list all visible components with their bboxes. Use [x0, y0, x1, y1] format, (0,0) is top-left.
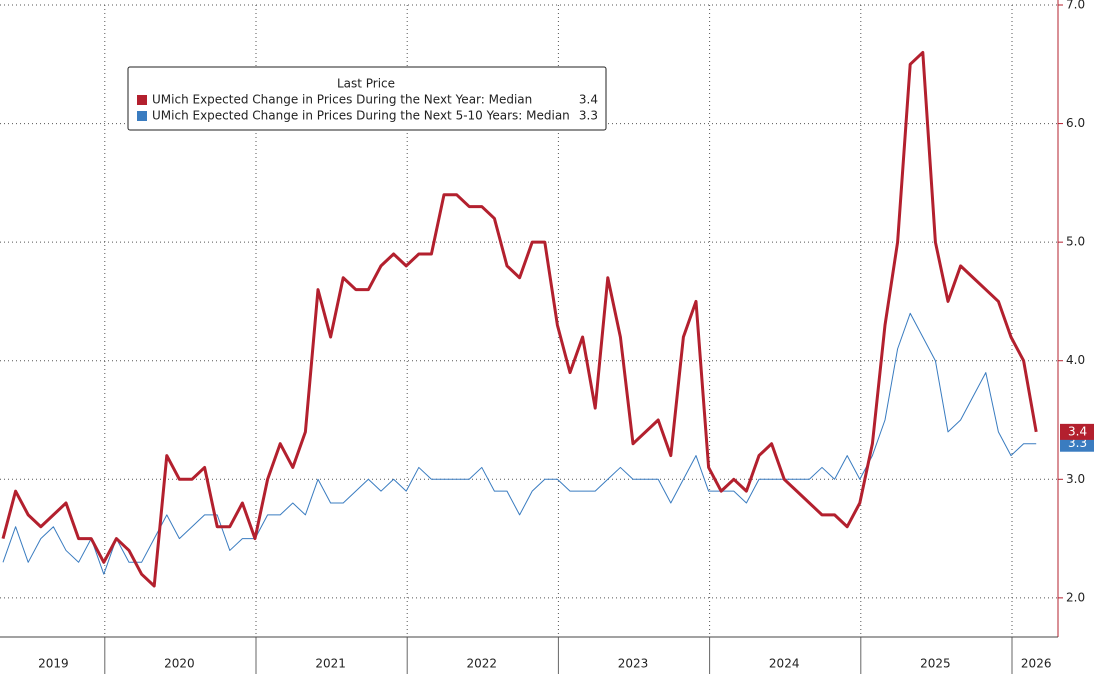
x-tick-label: 2019: [38, 657, 69, 671]
x-tick-label: 2022: [467, 657, 498, 671]
legend-box: [127, 66, 607, 131]
x-tick-label: 2025: [920, 657, 951, 671]
x-tick-label: 2021: [315, 657, 346, 671]
x-tick-label: 2023: [618, 657, 649, 671]
y-tick-label: 6.0: [1066, 116, 1085, 130]
legend-title: Last Price: [337, 77, 395, 91]
series-line: [1, 50, 1038, 588]
legend-swatch: [137, 111, 147, 121]
y-tick-label: 3.0: [1066, 472, 1085, 486]
legend-swatch: [137, 95, 147, 105]
y-tick-label: 5.0: [1066, 235, 1085, 249]
legend-value: 3.3: [579, 109, 598, 123]
x-tick-label: 2026: [1021, 657, 1052, 671]
y-tick-label: 7.0: [1066, 0, 1085, 12]
series-line: [2, 312, 1037, 575]
last-value-label: 3.4: [1068, 424, 1087, 438]
legend-label: UMich Expected Change in Prices During t…: [152, 93, 532, 107]
legend-label: UMich Expected Change in Prices During t…: [152, 109, 570, 123]
y-tick-label: 4.0: [1066, 353, 1085, 367]
y-tick-label: 2.0: [1066, 590, 1085, 604]
x-tick-label: 2024: [769, 657, 800, 671]
legend-value: 3.4: [579, 93, 598, 107]
legend: Last Price UMich Expected Change in Pric…: [127, 66, 607, 131]
last-value-tag: [1060, 423, 1094, 440]
x-tick-label: 2020: [164, 657, 195, 671]
